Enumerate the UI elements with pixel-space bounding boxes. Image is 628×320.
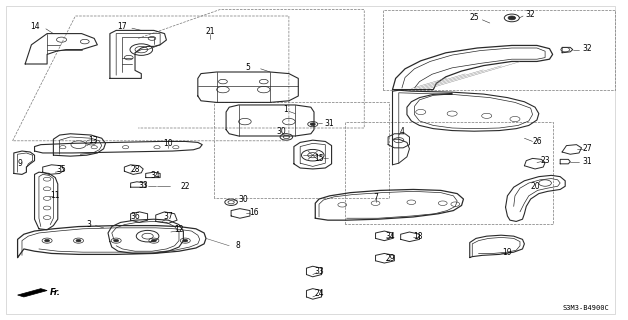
- Text: 32: 32: [582, 44, 592, 53]
- Text: 4: 4: [399, 127, 404, 136]
- Text: 27: 27: [582, 144, 592, 153]
- Circle shape: [310, 123, 315, 125]
- Text: 19: 19: [502, 248, 512, 257]
- Text: 10: 10: [163, 139, 173, 148]
- Text: 20: 20: [530, 182, 540, 191]
- Text: 33: 33: [314, 267, 324, 276]
- Text: 18: 18: [413, 232, 423, 241]
- Text: 7: 7: [373, 193, 378, 202]
- Text: 30: 30: [276, 127, 286, 136]
- Text: 23: 23: [540, 156, 550, 165]
- Text: 37: 37: [163, 212, 173, 221]
- Circle shape: [508, 16, 516, 20]
- Circle shape: [45, 239, 50, 242]
- Text: 28: 28: [130, 165, 140, 174]
- Text: 31: 31: [325, 119, 335, 128]
- Text: 9: 9: [18, 159, 23, 168]
- Text: 15: 15: [314, 154, 324, 163]
- Circle shape: [183, 239, 188, 242]
- Text: 32: 32: [526, 10, 536, 19]
- Text: 35: 35: [57, 165, 67, 174]
- Text: 34: 34: [386, 232, 396, 241]
- Text: 22: 22: [180, 182, 190, 191]
- Text: 36: 36: [130, 212, 140, 221]
- Text: 30: 30: [239, 195, 249, 204]
- Text: 13: 13: [88, 136, 98, 145]
- Text: 31: 31: [582, 157, 592, 166]
- Polygon shape: [18, 289, 47, 297]
- Text: Fr.: Fr.: [50, 288, 61, 297]
- Circle shape: [76, 239, 81, 242]
- Text: 33: 33: [138, 181, 148, 190]
- Text: 21: 21: [205, 28, 215, 36]
- Text: 14: 14: [30, 22, 40, 31]
- Text: 11: 11: [50, 191, 60, 200]
- Text: 29: 29: [386, 254, 396, 263]
- Text: 17: 17: [117, 22, 127, 31]
- Text: 12: 12: [174, 225, 184, 234]
- Circle shape: [114, 239, 119, 242]
- Text: 24: 24: [314, 289, 324, 298]
- Text: S3M3-B4900C: S3M3-B4900C: [563, 305, 609, 311]
- Text: 8: 8: [235, 241, 240, 250]
- Text: 26: 26: [532, 137, 542, 146]
- Text: 25: 25: [469, 13, 479, 22]
- Text: 16: 16: [249, 208, 259, 217]
- Text: 3: 3: [87, 220, 92, 229]
- Circle shape: [151, 239, 156, 242]
- Text: 34: 34: [151, 172, 161, 180]
- Text: 1: 1: [283, 105, 288, 114]
- Text: 5: 5: [246, 63, 251, 72]
